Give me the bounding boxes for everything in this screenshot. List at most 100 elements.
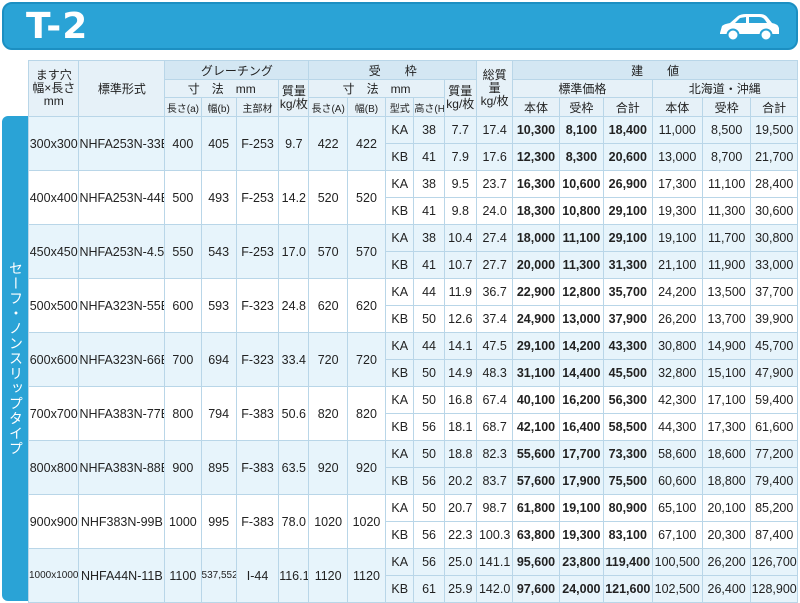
cell-total-mass: 83.7 [475, 467, 514, 495]
cell-std-total-price: 29,100 [603, 224, 653, 252]
cell-frame-width: 820 [346, 386, 387, 441]
cell-total-mass: 47.5 [475, 332, 514, 360]
cell-frame-mass: 25.9 [443, 575, 477, 603]
table-row: KB 41 7.9 17.6 12,300 8,300 20,600 13,000 8,700 2… [29, 143, 798, 171]
cell-frame-length: 1120 [308, 548, 348, 603]
table-row: 600x600 NHFA323N-66B 700 694 F-323 33.4 720 720… [27, 332, 798, 387]
cell-frame-height: 56 [413, 413, 445, 441]
cell-std-frame-price: 16,200 [558, 386, 605, 414]
cell-std-body-price: 61,800 [512, 494, 560, 522]
cell-grating-mass: 14.2 [278, 170, 310, 225]
header-hok-frame: 受枠 [701, 97, 752, 117]
cell-grating-width: 537,552 [200, 548, 237, 603]
cell-total-mass: 36.7 [475, 278, 514, 306]
cell-total-mass: 24.0 [475, 197, 514, 225]
cell-frame-mass: 10.4 [443, 224, 477, 252]
cell-std-total-price: 119,400 [603, 548, 653, 576]
type-side-label: セーフ・ノンスリップタイプ [7, 261, 23, 456]
cell-main-member: F-383 [235, 440, 280, 495]
cell-hok-body-price: 19,300 [651, 197, 703, 225]
cell-hok-frame-price: 20,300 [701, 521, 752, 549]
cell-hok-total-price: 45,700 [750, 332, 798, 360]
cell-frame-height: 56 [413, 521, 445, 549]
table-row: 500x500 NHFA323N-55B 600 593 F-323 24.8 620 620… [27, 278, 798, 333]
cell-frame-mass: 14.1 [443, 332, 477, 360]
cell-hok-frame-price: 18,600 [701, 440, 752, 468]
header-grating-mass: 質量 kg/枚 [278, 79, 310, 117]
cell-hok-total-price: 128,900 [750, 575, 798, 603]
cell-main-member: F-323 [235, 278, 280, 333]
cell-total-mass: 100.3 [475, 521, 514, 549]
cell-std-frame-price: 10,800 [558, 197, 605, 225]
cell-std-body-price: 55,600 [512, 440, 560, 468]
cell-std-total-price: 18,400 [603, 116, 653, 144]
cell-std-body-price: 18,000 [512, 224, 560, 252]
cell-frame-type: KB [385, 467, 415, 495]
cell-frame-height: 38 [413, 116, 445, 144]
cell-frame-width: 1020 [346, 494, 387, 549]
cell-std-total-price: 58,500 [603, 413, 653, 441]
cell-frame-type: KB [385, 359, 415, 387]
page-title: T-2 [26, 6, 89, 47]
cell-frame-type: KA [385, 494, 415, 522]
header-grating: グレーチング [164, 60, 310, 80]
cell-grating-length: 600 [164, 278, 202, 333]
cell-grating-length: 900 [164, 440, 202, 495]
cell-frame-mass: 18.8 [443, 440, 477, 468]
cell-hok-body-price: 60,600 [651, 467, 703, 495]
cell-total-mass: 27.7 [475, 251, 514, 279]
cell-model: NHFA253N-4.5B [78, 224, 166, 279]
cell-std-total-price: 121,600 [603, 575, 653, 603]
cell-grating-mass: 24.8 [278, 278, 310, 333]
table-row: 400x400 NHFA253N-44B 500 493 F-253 14.2 520 520… [27, 170, 798, 225]
cell-grating-width: 493 [200, 170, 237, 225]
cell-frame-height: 41 [413, 143, 445, 171]
cell-frame-width: 720 [346, 332, 387, 387]
cell-total-mass: 142.0 [475, 575, 514, 603]
cell-std-body-price: 42,100 [512, 413, 560, 441]
cell-frame-type: KB [385, 197, 415, 225]
cell-hok-frame-price: 8,500 [701, 116, 752, 144]
cell-frame-length: 520 [308, 170, 348, 225]
cell-frame-width: 920 [346, 440, 387, 495]
cell-frame-type: KA [385, 170, 415, 198]
cell-hok-total-price: 39,900 [750, 305, 798, 333]
cell-std-frame-price: 10,600 [558, 170, 605, 198]
cell-frame-mass: 20.7 [443, 494, 477, 522]
cell-frame-height: 50 [413, 494, 445, 522]
header-std-total: 合計 [603, 97, 653, 117]
cell-frame-height: 50 [413, 305, 445, 333]
header-opening: ます穴 幅×長さ mm [27, 60, 80, 117]
cell-std-body-price: 29,100 [512, 332, 560, 360]
cell-frame-width: 1120 [346, 548, 387, 603]
cell-hok-total-price: 47,900 [750, 359, 798, 387]
cell-hok-body-price: 24,200 [651, 278, 703, 306]
cell-std-total-price: 83,100 [603, 521, 653, 549]
cell-hok-frame-price: 11,100 [701, 170, 752, 198]
cell-frame-height: 50 [413, 440, 445, 468]
cell-std-frame-price: 14,200 [558, 332, 605, 360]
cell-std-frame-price: 8,100 [558, 116, 605, 144]
header-type: 型式 [385, 97, 415, 117]
cell-frame-type: KA [385, 224, 415, 252]
cell-opening-size: 450x450 [27, 224, 80, 279]
cell-opening-size: 700x700 [27, 386, 80, 441]
cell-frame-mass: 10.7 [443, 251, 477, 279]
cell-grating-mass: 17.0 [278, 224, 310, 279]
cell-frame-type: KB [385, 413, 415, 441]
cell-frame-height: 56 [413, 467, 445, 495]
cell-opening-size: 1000x1000 [27, 548, 80, 603]
cell-hok-total-price: 28,400 [750, 170, 798, 198]
cell-std-total-price: 37,900 [603, 305, 653, 333]
cell-hok-frame-price: 13,700 [701, 305, 752, 333]
cell-grating-length: 550 [164, 224, 202, 279]
cell-opening-size: 900x900 [27, 494, 80, 549]
cell-hok-total-price: 87,400 [750, 521, 798, 549]
cell-frame-mass: 14.9 [443, 359, 477, 387]
cell-frame-length: 820 [308, 386, 348, 441]
cell-std-body-price: 97,600 [512, 575, 560, 603]
cell-frame-width: 422 [346, 116, 387, 171]
cell-frame-mass: 16.8 [443, 386, 477, 414]
cell-frame-height: 38 [413, 170, 445, 198]
cell-hok-body-price: 44,300 [651, 413, 703, 441]
